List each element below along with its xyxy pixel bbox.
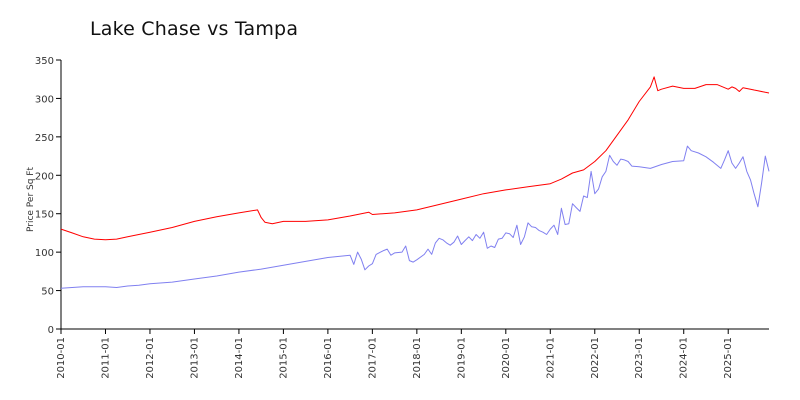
x-tick-label: 2011-01 [100,337,111,379]
x-tick-label: 2022-01 [590,337,601,379]
series-line-tampa [60,76,770,241]
x-axis-ticks: 2010-01 2011-01 2012-01 2013-01 2014-01 2015-… [56,329,734,379]
x-tick-label: 2012-01 [145,337,156,379]
x-tick-label: 2025-01 [723,337,734,379]
y-tick-label: 0 [48,325,54,336]
y-axis-ticks: 0 50 100 150 200 250 300 350 [35,56,61,336]
axes [60,60,769,330]
x-tick-label: 2018-01 [412,337,423,379]
x-tick-label: 2010-01 [56,337,67,379]
y-tick-label: 350 [35,56,54,67]
x-tick-label: 2017-01 [367,337,378,379]
y-tick-label: 50 [41,287,54,298]
x-tick-label: 2021-01 [545,337,556,379]
y-tick-label: 200 [35,171,54,182]
x-tick-label: 2024-01 [679,337,690,379]
y-tick-label: 150 [35,210,54,221]
y-axis-label: Price Per Sq Ft [26,167,36,232]
x-tick-label: 2020-01 [501,337,512,379]
x-tick-label: 2016-01 [323,337,334,379]
x-tick-label: 2013-01 [189,337,200,379]
y-tick-label: 300 [35,94,54,105]
x-tick-label: 2023-01 [634,337,645,379]
x-tick-label: 2014-01 [234,337,245,379]
x-tick-label: 2019-01 [456,337,467,379]
series-layer [60,76,770,289]
chart-title: Lake Chase vs Tampa [90,18,299,40]
y-tick-label: 100 [35,248,54,259]
y-tick-label: 250 [35,133,54,144]
x-tick-label: 2015-01 [278,337,289,379]
series-line-lake-chase [60,145,770,289]
